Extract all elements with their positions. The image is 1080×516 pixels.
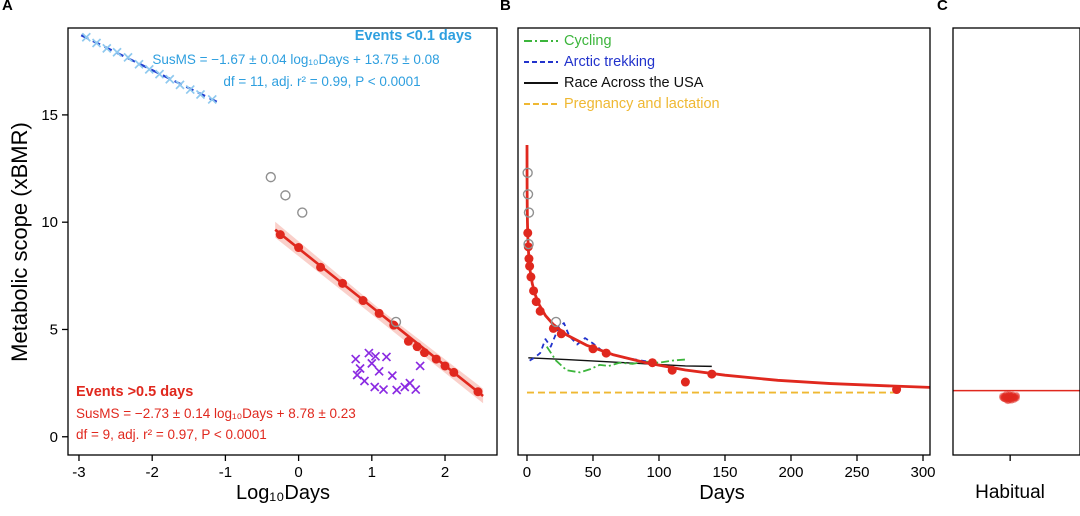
legend: Cycling Arctic trekking Race Across the … [523,30,720,114]
legend-label-cycling: Cycling [564,32,612,49]
svg-text:-1: -1 [219,464,232,481]
panel-letter-c: C [937,0,948,14]
svg-text:250: 250 [844,464,869,481]
svg-text:100: 100 [646,464,671,481]
cycling-line-icon [524,39,558,42]
slow-events-stats: df = 9, adj. r² = 0.97, P < 0.0001 [76,427,267,442]
svg-text:0: 0 [294,464,302,481]
fast-events-header: Events <0.1 days [354,28,472,44]
legend-item-pregnancy-lactation: Pregnancy and lactation [523,93,720,114]
svg-text:1: 1 [368,464,376,481]
fast-events-stats: df = 11, adj. r² = 0.99, P < 0.0001 [223,74,421,89]
legend-item-race-across-usa: Race Across the USA [523,72,720,93]
svg-text:0: 0 [523,464,531,481]
svg-text:50: 50 [585,464,602,481]
legend-label-race-across-usa: Race Across the USA [564,74,704,91]
svg-text:150: 150 [712,464,737,481]
svg-text:15: 15 [41,107,58,124]
legend-label-pregnancy-lactation: Pregnancy and lactation [564,95,720,112]
svg-text:2: 2 [441,464,449,481]
legend-label-arctic-trekking: Arctic trekking [564,53,656,70]
legend-item-cycling: Cycling [523,30,720,51]
race-across-usa-line-icon [524,81,558,84]
slow-events-equation: SusMS = −2.73 ± 0.14 log₁₀Days + 8.78 ± … [76,406,356,421]
svg-text:-2: -2 [146,464,159,481]
panel-letter-a: A [2,0,13,14]
x-axis-title-days: Days [699,482,745,504]
pregnancy-lactation-line-icon [524,102,558,105]
fast-events-equation: SusMS = −1.67 ± 0.04 log₁₀Days + 13.75 ±… [152,52,440,67]
legend-item-arctic-trekking: Arctic trekking [523,51,720,72]
svg-text:300: 300 [910,464,935,481]
svg-text:10: 10 [41,214,58,231]
svg-text:0: 0 [50,429,58,446]
arctic-trekking-line-icon [524,60,558,63]
slow-events-header: Events >0.5 days [76,384,194,400]
svg-text:-3: -3 [72,464,85,481]
y-axis-title: Metabolic scope (xBMR) [7,122,32,362]
svg-text:5: 5 [50,321,58,338]
x-axis-title-log-days: Log₁₀Days [236,482,330,504]
x-axis-title-habitual: Habitual [975,482,1045,503]
svg-text:200: 200 [778,464,803,481]
panel-letter-b: B [500,0,511,14]
